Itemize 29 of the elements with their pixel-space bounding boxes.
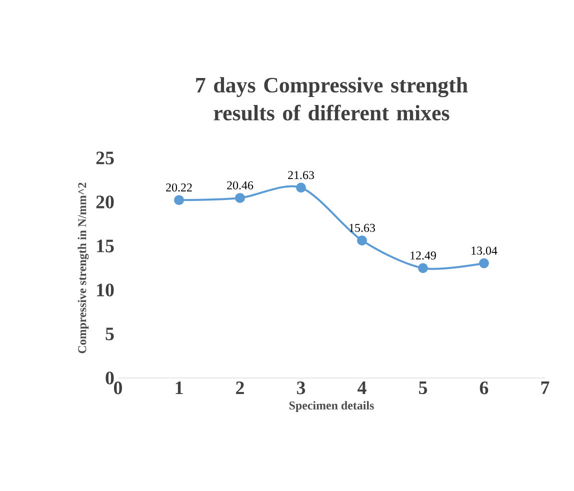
x-tick-label: 6 bbox=[480, 382, 488, 394]
point bbox=[235, 192, 245, 203]
x-tick-label: 7 bbox=[541, 382, 550, 394]
data-label: 20.22 bbox=[166, 183, 192, 192]
data-label: 15.63 bbox=[350, 224, 375, 232]
y-tick-label: 10 bbox=[97, 284, 114, 296]
data-label: 20.46 bbox=[227, 181, 254, 190]
x-axis-title: Specimen details bbox=[289, 401, 374, 412]
point bbox=[174, 195, 184, 206]
y-tick-label: 15 bbox=[97, 240, 114, 252]
y-tick-label: 25 bbox=[96, 152, 114, 164]
x-tick-label: 2 bbox=[236, 382, 244, 394]
data-label: 13.04 bbox=[472, 246, 498, 255]
y-tick-label: 20 bbox=[96, 196, 114, 208]
x-tick-label: 0 bbox=[114, 382, 122, 394]
data-label: 12.49 bbox=[410, 251, 436, 260]
x-tick-label: 3 bbox=[296, 382, 306, 394]
point bbox=[418, 263, 428, 274]
y-tick-label: 0 bbox=[106, 372, 114, 384]
y-axis-title: Compressive strength in N/mm^2 bbox=[78, 182, 89, 354]
y-tick-label: 5 bbox=[106, 328, 114, 340]
x-tick-label: 5 bbox=[419, 382, 428, 394]
point bbox=[479, 258, 489, 268]
x-tick-label: 1 bbox=[176, 382, 183, 394]
chart-title: 7 days Compressive strength results of different mixes bbox=[196, 77, 468, 120]
x-tick-label: 4 bbox=[358, 382, 366, 394]
point bbox=[296, 182, 306, 193]
data-label: 21.63 bbox=[288, 171, 314, 180]
point bbox=[357, 235, 367, 246]
